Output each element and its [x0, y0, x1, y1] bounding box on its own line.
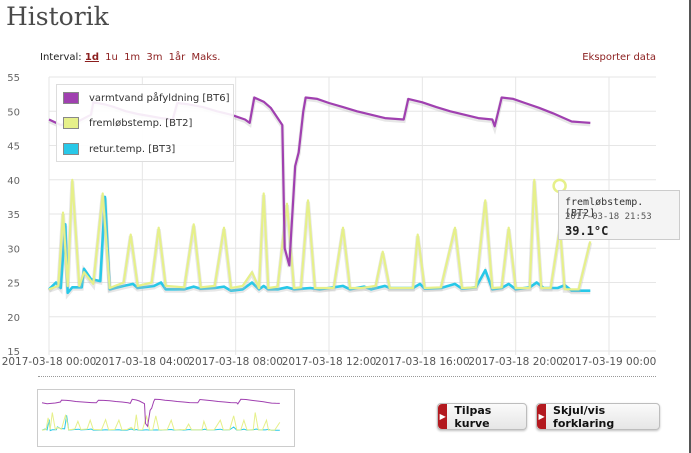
chart-grid: [48, 76, 656, 355]
x-tick-label: 2017-03-18 20:00: [468, 356, 563, 368]
interval-1year[interactable]: 1år: [168, 52, 186, 63]
interval-1d[interactable]: 1d: [84, 52, 99, 63]
x-tick-label: 2017-03-18 04:00: [95, 356, 190, 368]
page-title: Historik: [6, 2, 109, 31]
y-tick-label: 15: [7, 347, 20, 358]
chart-tooltip: fremløbstemp. [BT2] 2017-03-18 21:53 39.…: [558, 190, 680, 240]
y-tick-label: 55: [7, 73, 20, 84]
fit-curve-label: Tilpas kurve: [454, 403, 492, 430]
interval-1m[interactable]: 1m: [124, 52, 141, 63]
tooltip-value: 39.1°C: [565, 224, 609, 238]
y-axis: 15 20 25 30 35 40 45 50 55: [7, 73, 20, 358]
overview-series-line: [41, 398, 280, 428]
legend-label: fremløbstemp. [BT2]: [89, 117, 193, 129]
legend-item-bt6[interactable]: varmtvand påfyldning [BT6]: [63, 90, 230, 106]
legend-label: varmtvand påfyldning [BT6]: [89, 92, 230, 104]
y-tick-label: 20: [7, 313, 20, 324]
interval-1u[interactable]: 1u: [105, 52, 118, 63]
chart-legend[interactable]: varmtvand påfyldning [BT6] fremløbstemp.…: [56, 84, 234, 162]
x-tick-label: 2017-03-19 00:00: [562, 356, 657, 368]
arrow-right-icon: ▶: [438, 404, 448, 429]
y-tick-label: 45: [7, 142, 20, 153]
series-line: [48, 178, 592, 291]
interval-max[interactable]: Maks.: [191, 52, 221, 63]
export-data-link[interactable]: Eksporter data: [582, 52, 656, 63]
interval-3m[interactable]: 3m: [146, 52, 163, 63]
arrow-right-icon: ▶: [537, 404, 547, 429]
x-tick-label: 2017-03-18 16:00: [375, 356, 470, 368]
x-tick-label: 2017-03-18 08:00: [188, 356, 283, 368]
x-tick-label: 2017-03-18 12:00: [282, 356, 377, 368]
y-tick-label: 35: [7, 210, 20, 221]
toggle-legend-label: Skjul/vis forklaring: [553, 403, 615, 430]
legend-swatch-bt3: [63, 143, 79, 155]
interval-selector: Interval: 1d 1u 1m 3m 1år Maks.: [40, 52, 223, 63]
x-tick-label: 2017-03-18 00:00: [2, 356, 97, 368]
series-shadow: [48, 181, 593, 293]
legend-swatch-bt6: [63, 92, 79, 104]
toggle-legend-button[interactable]: ▶ Skjul/vis forklaring: [536, 403, 660, 430]
window-edge: [689, 0, 691, 453]
fit-curve-button[interactable]: ▶ Tilpas kurve: [437, 403, 527, 430]
y-tick-label: 50: [7, 107, 20, 118]
divider: [38, 376, 656, 377]
overview-series-line: [41, 412, 281, 431]
overview-navigator[interactable]: [37, 389, 295, 447]
legend-label: retur.temp. [BT3]: [89, 143, 176, 155]
legend-item-bt3[interactable]: retur.temp. [BT3]: [63, 141, 175, 157]
legend-swatch-bt2: [63, 117, 79, 129]
tooltip-series: fremløbstemp. [BT2]: [565, 197, 644, 219]
legend-item-bt2[interactable]: fremløbstemp. [BT2]: [63, 115, 192, 131]
y-tick-label: 25: [7, 279, 20, 290]
interval-label: Interval:: [40, 52, 82, 63]
tooltip-time: 2017-03-18 21:53: [565, 212, 652, 222]
y-tick-label: 40: [7, 176, 20, 187]
y-tick-label: 30: [7, 244, 20, 255]
